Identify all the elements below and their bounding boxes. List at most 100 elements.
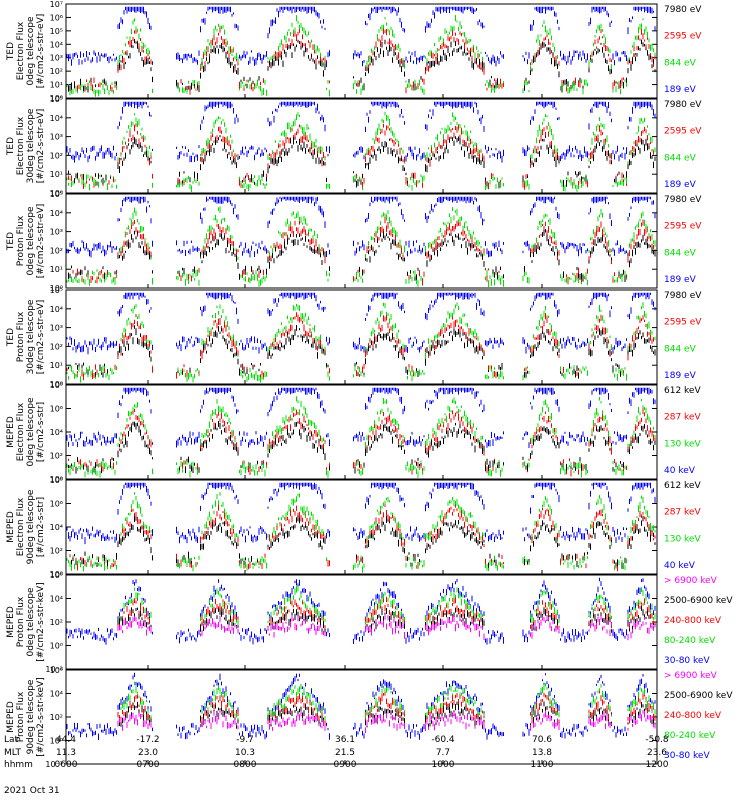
x-tick-label-mlt: 23.0	[138, 748, 158, 758]
series-trace	[117, 615, 656, 641]
series-trace	[66, 387, 656, 448]
panel-frame	[65, 289, 658, 385]
x-tick-label-lat: 36.1	[335, 735, 355, 745]
y-tick-label: 10⁻²	[45, 760, 63, 769]
y-axis-label: [#/cm2-s-str-eV]	[36, 300, 46, 375]
y-axis-label: [#/cm2-s-str-keV]	[36, 582, 46, 661]
legend-entry: 7980 eV	[664, 5, 702, 15]
legend-entry: 2595 eV	[664, 222, 702, 232]
y-tick-label: 10²	[50, 342, 63, 351]
y-tick-label: 10¹	[50, 81, 63, 90]
y-tick-label: 10⁰	[50, 737, 63, 746]
series-trace	[68, 135, 656, 188]
y-axis-label: MEPED	[6, 511, 16, 543]
y-tick-label: 10²	[50, 246, 63, 255]
y-tick-label: 10⁶	[50, 500, 63, 509]
x-tick-label-mlt: 23.6	[647, 748, 667, 758]
y-axis-label: 30deg telescope	[26, 299, 36, 374]
series-trace	[68, 229, 656, 282]
y-tick-label: 10⁶	[50, 405, 63, 414]
x-tick-label-mlt: 10.3	[235, 748, 255, 758]
series-trace	[66, 292, 656, 355]
y-axis-label: TED	[6, 328, 16, 347]
x-row-label: hhmm	[4, 760, 33, 770]
x-tick-label-lat: -60.4	[431, 735, 455, 745]
panel-frame	[65, 98, 658, 194]
y-tick-label: 10⁵	[50, 27, 63, 36]
y-axis-label: [#/cm2-s-str-eV]	[36, 204, 46, 279]
y-tick-label: 10⁰	[50, 284, 63, 293]
y-axis-label: 0deg telescope	[26, 206, 36, 276]
x-tick-label-mlt: 13.8	[532, 748, 552, 758]
x-tick-label-lat: 70.6	[532, 735, 552, 745]
x-tick-label-lat: -9.7	[236, 735, 254, 745]
series-trace	[68, 325, 656, 379]
y-tick-label: 10⁶	[50, 13, 63, 22]
series-trace	[68, 38, 656, 93]
legend-entry: 189 eV	[664, 275, 697, 285]
y-tick-label: 10³	[50, 228, 63, 237]
legend-entry: 844 eV	[664, 344, 697, 354]
panel-2: 10⁰ 10¹ 10² 10³ 10⁴ 10⁵ TED Electron Flux 30deg …	[6, 95, 702, 198]
legend-entry: 7980 eV	[664, 100, 702, 110]
y-tick-label: 10⁵	[50, 95, 63, 104]
y-tick-label: 10⁵	[50, 190, 63, 199]
y-axis-label: MEPED	[6, 701, 16, 733]
x-row-label: 2021 Oct 31	[4, 786, 60, 796]
panel-1: 10⁰ 10¹ 10² 10³ 10⁴ 10⁵ 10⁶ 10⁷ TED Electron Flux…	[6, 0, 702, 103]
legend-entry: 2595 eV	[664, 127, 702, 137]
y-axis-label: MEPED	[6, 606, 16, 638]
y-tick-label: 10⁵	[50, 286, 63, 295]
y-axis-label: TED	[6, 137, 16, 156]
panel-7: 10⁻² 10⁰ 10² 10⁴ 10⁶ MEPED Proton Flux 0deg tel…	[6, 571, 733, 674]
y-axis-label: Proton Flux	[16, 311, 26, 362]
y-tick-label: 10⁻²	[45, 665, 63, 674]
x-tick-label-hhmm: 1200	[646, 760, 669, 770]
y-tick-label: 10⁴	[50, 40, 63, 49]
legend-entry: 2595 eV	[664, 32, 702, 42]
y-tick-label: 10⁶	[50, 571, 63, 580]
y-tick-label: 10³	[50, 133, 63, 142]
y-axis-label: Proton Flux	[16, 215, 26, 266]
y-tick-label: 10²	[50, 452, 63, 461]
legend-entry: 2500-6900 keV	[664, 691, 733, 701]
legend-entry: 189 eV	[664, 85, 697, 95]
y-tick-label: 10²	[50, 151, 63, 160]
y-axis-label: TED	[6, 42, 16, 61]
series-trace	[66, 482, 656, 545]
y-tick-label: 10⁴	[50, 114, 63, 123]
y-tick-label: 10⁴	[50, 690, 63, 699]
legend-entry: 240-800 keV	[664, 711, 722, 721]
y-tick-label: 10²	[50, 618, 63, 627]
legend-entry: > 6900 keV	[664, 671, 718, 681]
legend-entry: 7980 eV	[664, 195, 702, 205]
legend-entry: 240-800 keV	[664, 616, 722, 626]
y-axis-label: Proton Flux	[16, 691, 26, 742]
y-tick-label: 10²	[50, 713, 63, 722]
series-trace	[66, 396, 656, 478]
x-tick-label-mlt: 7.7	[436, 748, 450, 758]
legend-entry: 612 keV	[664, 481, 701, 491]
legend-entry: 844 eV	[664, 58, 697, 68]
y-axis-label: [#/cm2-s-str-keV]	[36, 677, 46, 756]
y-tick-label: 10⁰	[50, 642, 63, 651]
y-tick-label: 10¹	[50, 170, 63, 179]
y-axis-label: TED	[6, 232, 16, 251]
x-row-label: MLT	[4, 748, 22, 758]
x-tick-label-lat: 44.4	[56, 735, 76, 745]
y-axis-label: [#/cm2-s-str-eV]	[36, 109, 46, 184]
legend-entry: 2500-6900 keV	[664, 596, 733, 606]
y-tick-label: 10⁶	[50, 666, 63, 675]
legend-entry: 189 eV	[664, 180, 697, 190]
legend-entry: 189 eV	[664, 371, 697, 381]
x-row-label: Lat	[4, 735, 19, 745]
panel-frame	[65, 193, 658, 289]
y-tick-label: 10⁰	[50, 475, 63, 484]
y-axis-label: 0deg telescope	[26, 587, 36, 657]
panel-5: 10⁰ 10² 10⁴ 10⁶ 10⁸ MEPED Electron Flux 0deg te…	[6, 381, 701, 484]
y-tick-label: 10³	[50, 324, 63, 333]
y-tick-label: 10⁰	[50, 380, 63, 389]
y-tick-label: 10²	[50, 67, 63, 76]
legend-entry: 612 keV	[664, 386, 701, 396]
